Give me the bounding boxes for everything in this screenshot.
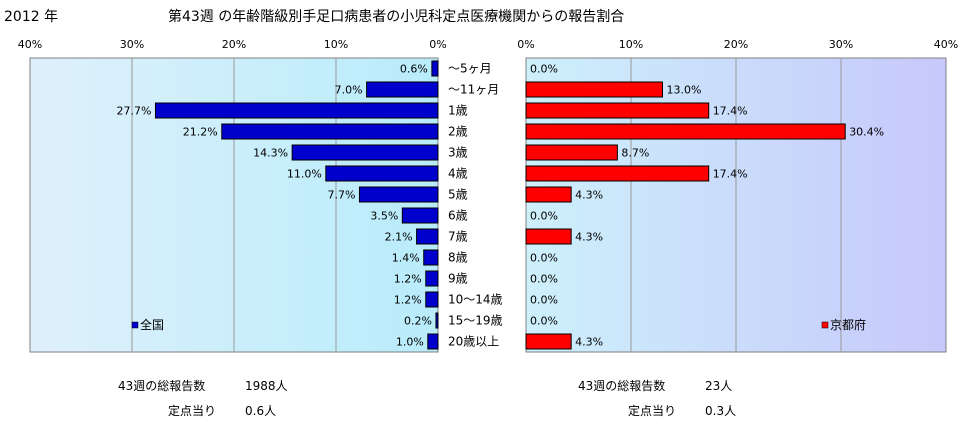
national-bar-label: 11.0% — [287, 168, 322, 181]
national-bar — [423, 249, 439, 266]
kyoto-legend-swatch — [821, 321, 829, 329]
national-per-value: 0.6人 — [245, 404, 277, 418]
national-bar-label: 27.7% — [117, 105, 152, 118]
age-category-label: 20歳以上 — [448, 335, 499, 349]
kyoto-bar-label: 13.0% — [667, 84, 702, 97]
kyoto-total-label: 43週の総報告数 — [578, 379, 666, 393]
national-total-value: 1988人 — [245, 379, 288, 393]
national-bar — [358, 186, 439, 203]
national-bar-label: 7.0% — [335, 84, 363, 97]
left-x-tick-label: 20% — [222, 38, 246, 51]
left-x-tick-label: 40% — [18, 38, 42, 51]
kyoto-bar-label: 0.0% — [530, 63, 558, 76]
national-bar — [291, 144, 439, 161]
age-category-label: 10～14歳 — [448, 293, 503, 307]
kyoto-bar-label: 0.0% — [530, 294, 558, 307]
left-x-tick-label: 0% — [429, 38, 446, 51]
age-category-label: ～5ヶ月 — [448, 62, 492, 76]
age-category-label: 3歳 — [448, 146, 468, 160]
chart-title: 第43週 の年齢階級別手足口病患者の小児科定点医療機関からの報告割合 — [168, 9, 625, 25]
national-bar — [431, 60, 439, 77]
kyoto-bar — [525, 123, 846, 140]
right-x-tick-label: 30% — [829, 38, 853, 51]
national-bar-label: 21.2% — [183, 126, 218, 139]
kyoto-bar — [525, 81, 663, 98]
left-x-tick-label: 30% — [120, 38, 144, 51]
age-category-label: ～11ヶ月 — [448, 83, 499, 97]
national-bar — [401, 207, 439, 224]
kyoto-bar-label: 17.4% — [713, 105, 748, 118]
national-bar-label: 3.5% — [370, 210, 398, 223]
kyoto-bar-label: 0.0% — [530, 210, 558, 223]
national-legend-swatch — [131, 321, 139, 329]
kyoto-bar-label: 4.3% — [575, 231, 603, 244]
kyoto-total-value: 23人 — [705, 379, 733, 393]
kyoto-bar-label: 4.3% — [575, 336, 603, 349]
age-category-label: 6歳 — [448, 209, 468, 223]
national-bar-label: 7.7% — [328, 189, 356, 202]
kyoto-bar — [525, 102, 710, 119]
kyoto-bar-label: 0.0% — [530, 315, 558, 328]
national-bar — [221, 123, 439, 140]
national-bar — [325, 165, 439, 182]
kyoto-bar — [525, 144, 618, 161]
national-bar-label: 2.1% — [385, 231, 413, 244]
right-x-tick-label: 0% — [517, 38, 534, 51]
national-bar — [427, 333, 439, 350]
national-per-label: 定点当り — [168, 404, 217, 418]
kyoto-bar — [525, 186, 572, 203]
kyoto-bar-label: 8.7% — [621, 147, 649, 160]
national-bar — [366, 81, 439, 98]
national-bar — [425, 270, 439, 287]
left-x-tick-label: 10% — [324, 38, 348, 51]
national-bar-label: 0.2% — [404, 315, 432, 328]
age-category-label: 5歳 — [448, 188, 468, 202]
national-bar — [154, 102, 439, 119]
right-x-tick-label: 10% — [619, 38, 643, 51]
kyoto-bar — [525, 228, 572, 245]
right-x-tick-label: 20% — [724, 38, 748, 51]
right-x-tick-label: 40% — [934, 38, 958, 51]
national-bar-label: 0.6% — [400, 63, 428, 76]
age-category-label: 15～19歳 — [448, 314, 503, 328]
age-category-label: 9歳 — [448, 272, 468, 286]
kyoto-bar — [525, 333, 572, 350]
age-category-label: 1歳 — [448, 104, 468, 118]
national-bar-label: 1.0% — [396, 336, 424, 349]
age-category-label: 4歳 — [448, 167, 468, 181]
age-category-label: 2歳 — [448, 125, 468, 139]
national-bar-label: 1.2% — [394, 294, 422, 307]
national-bar — [435, 312, 439, 329]
kyoto-per-label: 定点当り — [628, 404, 677, 418]
kyoto-bar-label: 17.4% — [713, 168, 748, 181]
age-category-label: 7歳 — [448, 230, 468, 244]
kyoto-bar-label: 30.4% — [849, 126, 884, 139]
kyoto-bar-label: 4.3% — [575, 189, 603, 202]
kyoto-legend-label: 京都府 — [830, 317, 866, 332]
age-category-label: 8歳 — [448, 251, 468, 265]
national-bar-label: 1.4% — [392, 252, 420, 265]
national-bar — [425, 291, 439, 308]
national-legend-label: 全国 — [140, 317, 164, 332]
kyoto-bar — [525, 165, 710, 182]
kyoto-bar-label: 0.0% — [530, 273, 558, 286]
kyoto-bar-label: 0.0% — [530, 252, 558, 265]
chart-year: 2012 年 — [4, 9, 59, 25]
national-total-label: 43週の総報告数 — [118, 379, 206, 393]
chart-area: 40% 30% 20% 10% 0% 0% 10% 20% 30% 40% 0.6% ～5ヶ月 0.0%… — [18, 38, 958, 353]
national-bar-label: 1.2% — [394, 273, 422, 286]
national-bar — [416, 228, 439, 245]
kyoto-per-value: 0.3人 — [705, 404, 737, 418]
national-bar-label: 14.3% — [253, 147, 288, 160]
